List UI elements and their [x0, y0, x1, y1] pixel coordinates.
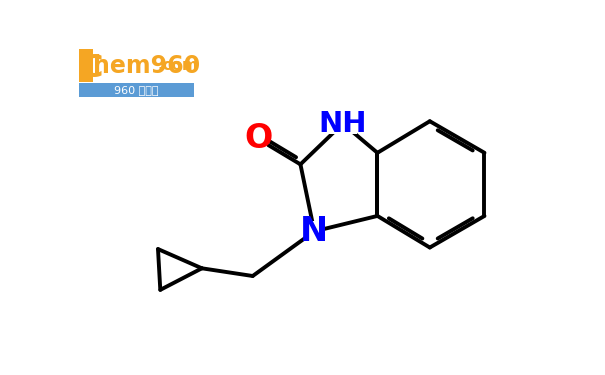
Bar: [79, 49, 93, 82]
Bar: [249, 130, 267, 148]
Text: N: N: [300, 215, 329, 248]
Bar: [306, 221, 323, 242]
Text: .com: .com: [158, 58, 199, 73]
Text: C: C: [79, 53, 103, 84]
Text: O: O: [244, 123, 272, 156]
Bar: [329, 114, 356, 134]
Bar: [79, 83, 194, 97]
Text: 960 化工网: 960 化工网: [114, 85, 159, 94]
Text: hem960: hem960: [93, 54, 200, 78]
Text: NH: NH: [319, 110, 367, 138]
